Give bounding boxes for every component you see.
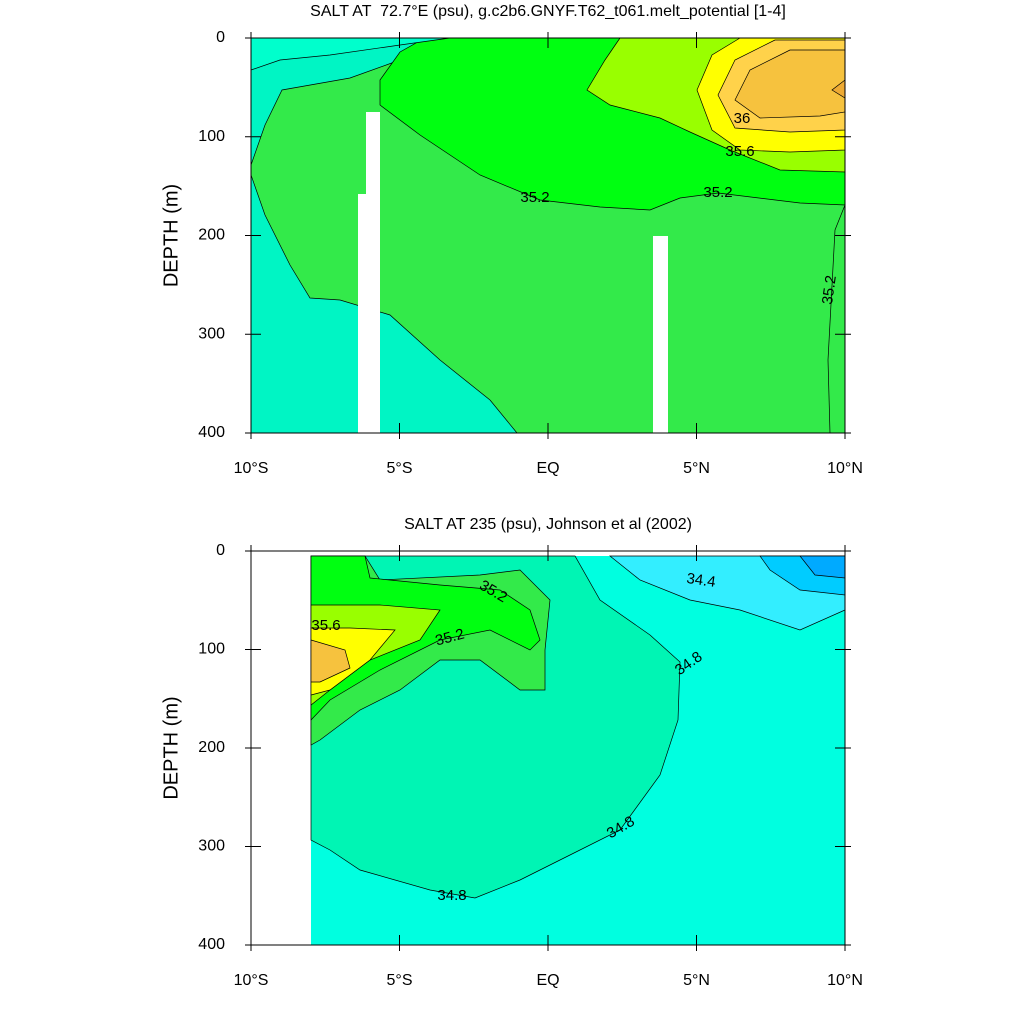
fill bbox=[310, 627, 396, 696]
y-tick-label: 300 bbox=[198, 325, 225, 342]
contour-fills bbox=[310, 555, 846, 945]
mask bbox=[653, 236, 668, 433]
y-tick-label: 400 bbox=[198, 936, 225, 953]
y-axis-label: DEPTH (m) bbox=[160, 696, 182, 799]
x-tick-label: 10°S bbox=[234, 972, 269, 989]
y-tick-label: 300 bbox=[198, 838, 225, 855]
contour-label: 36 bbox=[734, 110, 751, 127]
y-axis-label: DEPTH (m) bbox=[160, 184, 182, 287]
x-tick-label: 5°N bbox=[683, 460, 710, 477]
x-tick-label: 5°S bbox=[387, 460, 413, 477]
x-tick-label: EQ bbox=[536, 460, 559, 477]
chart-title: SALT AT 72.7°E (psu), g.c2b6.GNYF.T62_t0… bbox=[310, 3, 786, 20]
contour-label: 34.4 bbox=[685, 570, 716, 591]
x-tick-label: EQ bbox=[536, 972, 559, 989]
x-tick-label: 10°N bbox=[827, 460, 863, 477]
mask bbox=[358, 194, 368, 433]
y-tick-label: 100 bbox=[198, 641, 225, 658]
fill bbox=[310, 555, 541, 721]
y-tick-label: 0 bbox=[216, 29, 225, 46]
x-tick-label: 10°N bbox=[827, 972, 863, 989]
x-tick-label: 5°N bbox=[683, 972, 710, 989]
fill bbox=[310, 639, 351, 683]
contour-label: 35.2 bbox=[434, 625, 467, 649]
y-tick-label: 0 bbox=[216, 542, 225, 559]
y-tick-label: 400 bbox=[198, 424, 225, 441]
contour-label: 35.2 bbox=[703, 184, 732, 201]
contour-label: 35.2 bbox=[520, 189, 549, 206]
x-tick-label: 5°S bbox=[387, 972, 413, 989]
chart-title: SALT AT 235 (psu), Johnson et al (2002) bbox=[404, 516, 692, 533]
x-tick-label: 10°S bbox=[234, 460, 269, 477]
contour-label: 35.6 bbox=[311, 617, 340, 634]
y-tick-label: 200 bbox=[198, 739, 225, 756]
contour-fills bbox=[250, 37, 846, 434]
mask bbox=[366, 112, 380, 433]
y-tick-label: 200 bbox=[198, 227, 225, 244]
y-tick-label: 100 bbox=[198, 128, 225, 145]
contour-label: 34.8 bbox=[437, 887, 466, 904]
contour-label: 35.6 bbox=[725, 143, 754, 160]
contour-label: 35.2 bbox=[819, 274, 840, 305]
